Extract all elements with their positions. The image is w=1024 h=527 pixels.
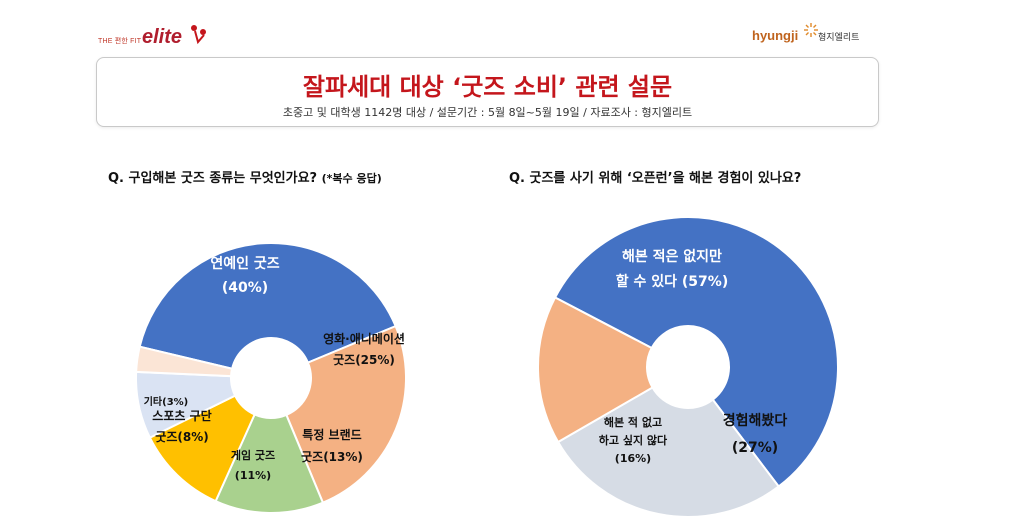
- hyungji-logo-korean: 형지엘리트: [818, 33, 860, 43]
- question-1-text: Q. 구입해본 굿즈 종류는 무엇인가요?: [108, 171, 318, 186]
- chart-2-slice-1-label-line-2: 할 수 있다 (57%): [616, 273, 728, 290]
- chart-1-slice-6-label-line-1: 기타(3%): [144, 395, 189, 408]
- question-1-note: (*복수 응답): [321, 172, 382, 185]
- chart-1-slice-2-label-line-2: 굿즈(25%): [333, 353, 395, 367]
- chart-1-slice-5-label-line-1: 스포츠 구단: [152, 408, 211, 423]
- chart-2-slice-3-label-line-2: 하고 싶지 않다: [599, 433, 668, 447]
- chart-2-slice-3: [537, 296, 654, 444]
- chart-2-slice-1: [553, 216, 839, 488]
- elite-logo-brand: elite: [142, 26, 183, 48]
- chart-1-slice-4-label-line-1: 게임 굿즈: [231, 448, 275, 462]
- question-2-title: Q. 굿즈를 사기 위해 ‘오픈런’을 해본 경험이 있나요?: [509, 171, 802, 186]
- title-box: 잘파세대 대상 ‘굿즈 소비’ 관련 설문 초중고 및 대학생 1142명 대상…: [96, 57, 879, 127]
- chart-1-slice-6-label: 기타(3%): [144, 395, 189, 408]
- chart-1-slice-1-label-line-1: 연예인 굿즈: [210, 255, 279, 272]
- elite-logo-mark-icon: [191, 25, 206, 45]
- chart-1-slice-1: [138, 242, 397, 370]
- page-title: 잘파세대 대상 ‘굿즈 소비’ 관련 설문: [302, 73, 673, 101]
- chart-2-slice-2-label-line-2: (27%): [732, 440, 778, 456]
- chart-1-slice-5-label-line-2: 굿즈(8%): [155, 430, 208, 444]
- question-1-title: Q. 구입해본 굿즈 종류는 무엇인가요? (*복수 응답): [108, 167, 382, 186]
- chart-1-slice-2-label-line-1: 영화·애니메이션: [323, 331, 405, 346]
- elite-logo-prefix: THE 편한 FIT: [98, 38, 142, 45]
- chart-1-slice-1-label: 연예인 굿즈 (40%): [210, 255, 279, 296]
- elite-logo: THE 편한 FIT elite: [98, 22, 213, 50]
- chart-2-slice-2-label-line-1: 경험해봤다: [723, 412, 788, 429]
- page-subtitle: 초중고 및 대학생 1142명 대상 / 설문기간 : 5월 8일~5월 19일…: [282, 106, 693, 119]
- chart-1-slice-6: [135, 345, 234, 378]
- chart-1-slice-3-label-line-2: 굿즈(13%): [301, 450, 363, 464]
- chart-2-slice-2-label: 경험해봤다 (27%): [723, 412, 788, 456]
- chart-1-slice-4-label: 게임 굿즈 (11%): [231, 448, 275, 482]
- sunburst-icon: [804, 23, 818, 37]
- chart-1-slice-4-label-line-2: (11%): [235, 469, 271, 482]
- chart-1-slice-2: [285, 324, 407, 504]
- chart-1-slice-3-label-line-1: 특정 브랜드: [302, 427, 361, 442]
- chart-1-slice-1-label-line-2: (40%): [222, 280, 268, 296]
- chart-2-slice-3-label-line-3: (16%): [615, 452, 651, 465]
- chart-2-slice-3-label-line-1: 해본 적 없고: [604, 415, 662, 429]
- chart-2-slice-1-label-line-1: 해본 적은 없지만: [622, 248, 722, 265]
- chart-1-slice-3: [214, 413, 325, 514]
- chart-2-slice-2: [556, 386, 781, 518]
- hyungji-logo-brand: hyungji: [752, 28, 799, 43]
- hyungji-logo: hyungji 형지엘리트: [752, 23, 872, 50]
